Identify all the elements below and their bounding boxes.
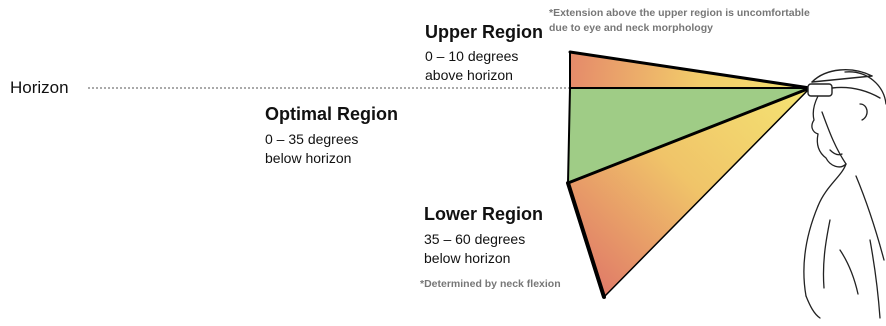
person-profile-icon <box>803 71 886 319</box>
optimal-region-desc-line2: below horizon <box>265 150 352 166</box>
lower-region-desc-line1: 35 – 60 degrees <box>424 231 526 247</box>
upper-note-line2: due to eye and neck morphology <box>549 22 713 34</box>
upper-region-desc-line1: 0 – 10 degrees <box>425 48 519 64</box>
lower-region-wedge <box>568 88 810 297</box>
horizon-label: Horizon <box>10 78 69 97</box>
upper-region-desc-line2: above horizon <box>425 67 513 83</box>
headset-icon <box>807 69 881 99</box>
upper-region-title: Upper Region <box>425 22 544 42</box>
upper-note-line1: *Extension above the upper region is unc… <box>549 7 810 19</box>
optimal-region-desc-line1: 0 – 35 degrees <box>265 131 359 147</box>
lower-region-desc-line2: below horizon <box>424 250 511 266</box>
lower-note: *Determined by neck flexion <box>420 278 561 290</box>
region-boundaries <box>566 50 812 299</box>
optimal-region-title: Optimal Region <box>265 104 399 124</box>
lower-region-title: Lower Region <box>424 204 544 224</box>
